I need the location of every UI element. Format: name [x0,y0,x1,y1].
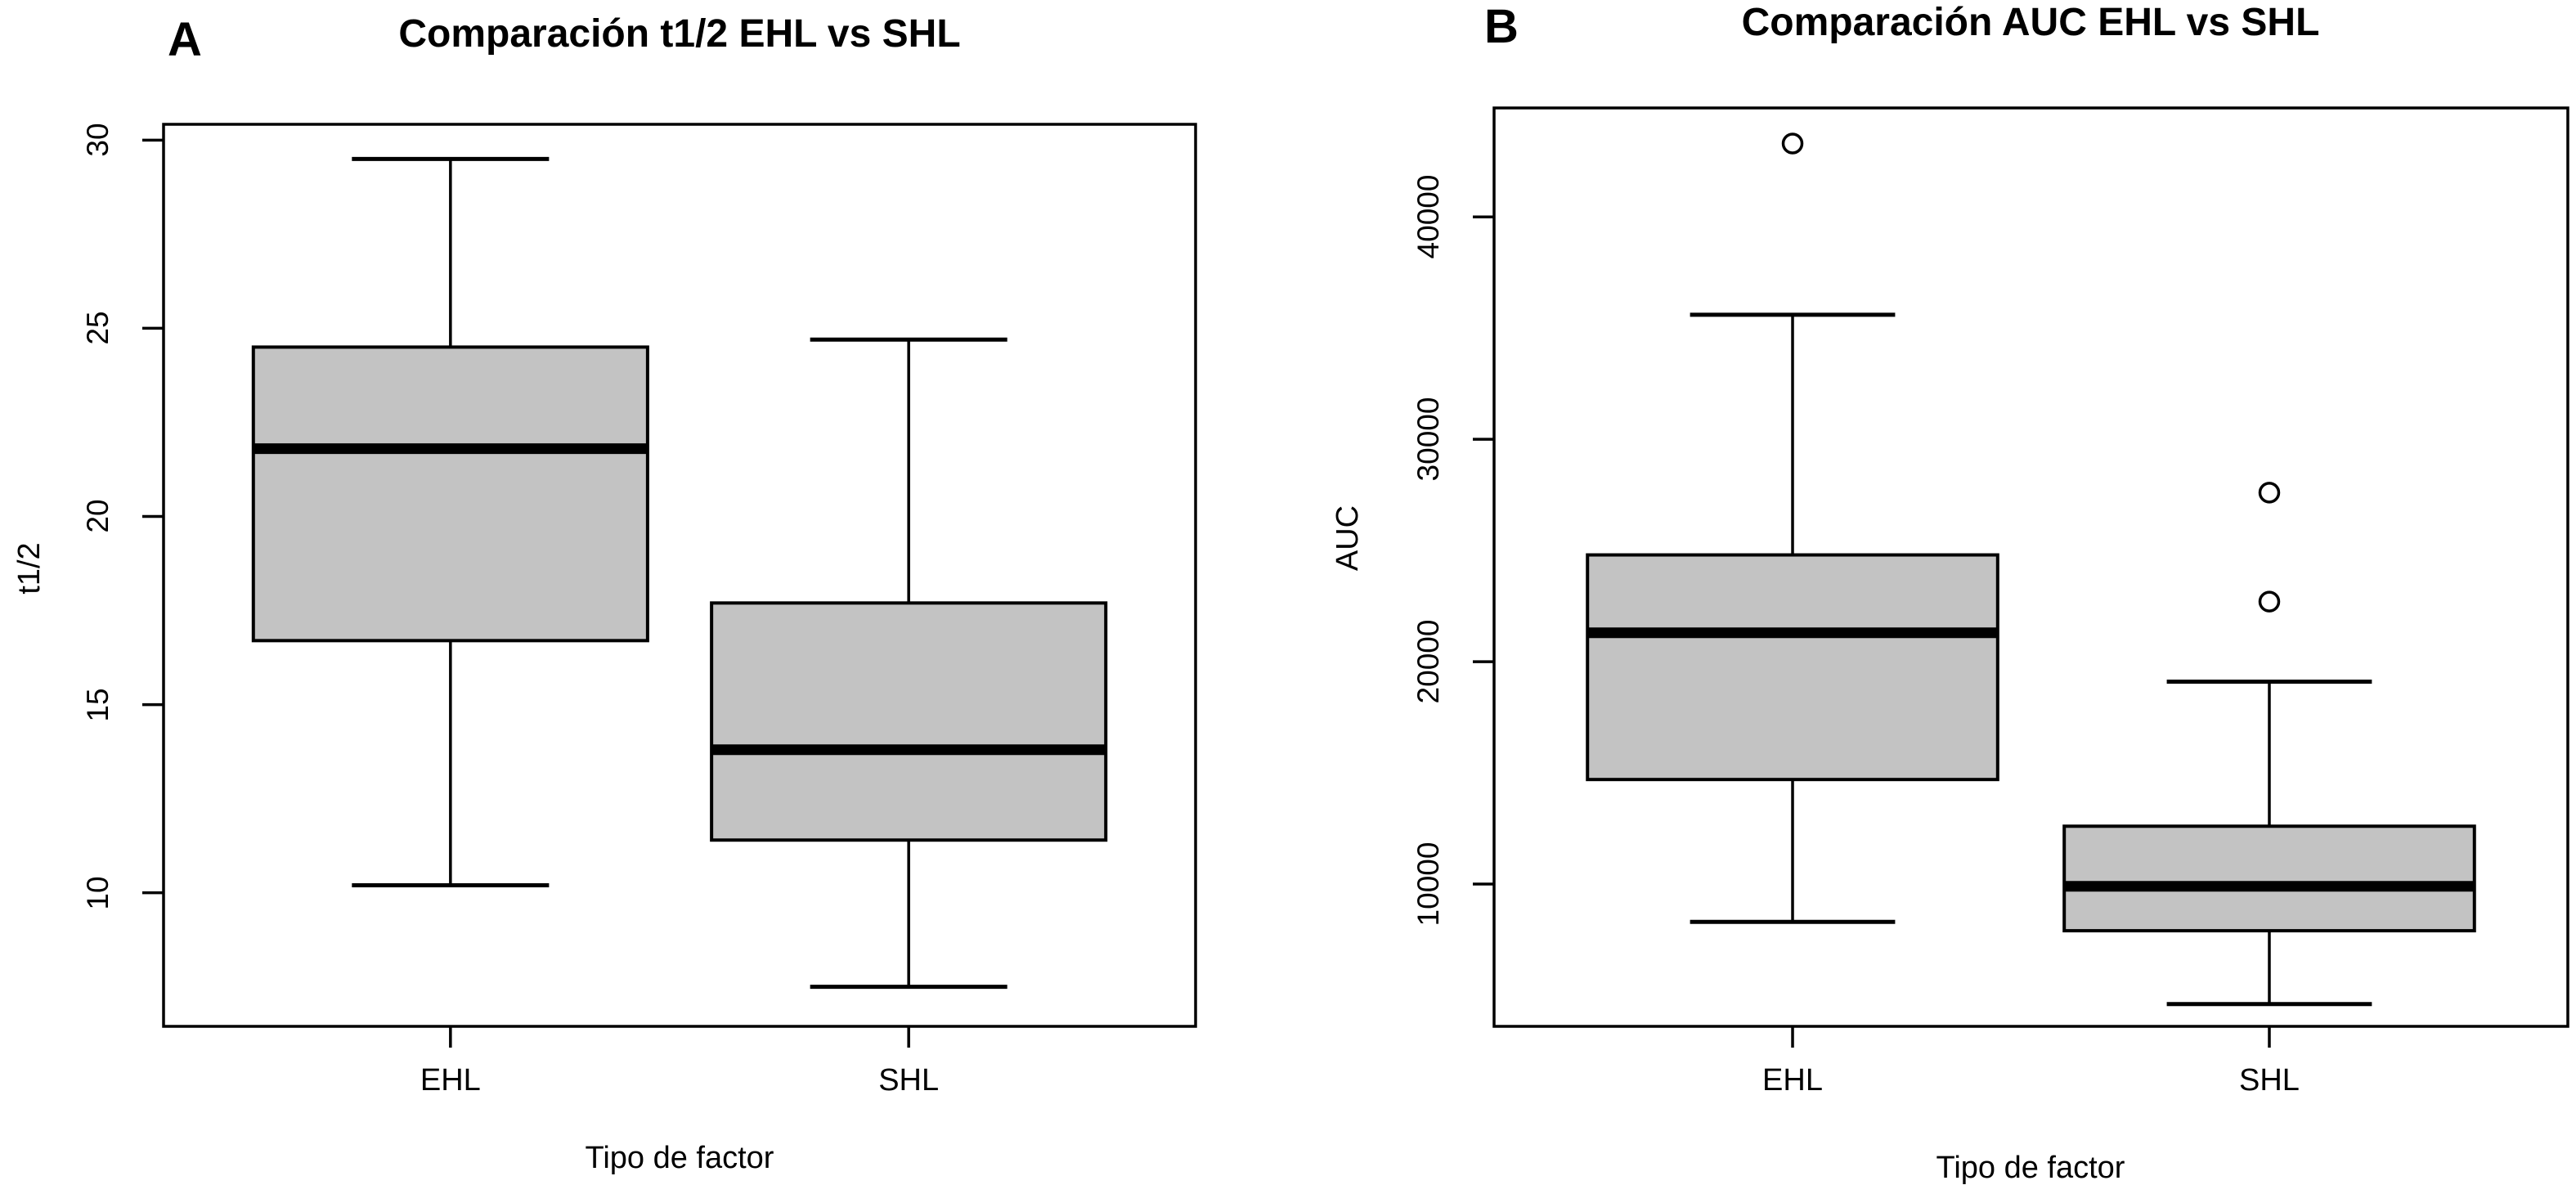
iqr-box-ehl [1586,553,1999,782]
y-tick-label: 30000 [1411,397,1445,482]
panel-a-y-axis-label: t1/2 [12,542,47,595]
y-tick-label: 30 [81,123,114,157]
plot-border [1492,106,2569,1028]
category-label-shl: SHL [2239,1063,2300,1098]
panel-a-title: Comparación t1/2 EHL vs SHL [398,12,961,56]
y-tick-label: 25 [81,311,114,345]
panel-b-y-axis-label: AUC [1331,505,1365,572]
outlier-point-shl [2258,590,2281,613]
panel-a-x-axis-label: Tipo de factor [585,1141,774,1175]
iqr-box-ehl [251,345,649,643]
panel-b-plot-canvas [1473,106,2569,1048]
category-label-shl: SHL [878,1063,940,1098]
outlier-point-shl [2258,482,2281,504]
y-tick-label: 20 [81,499,114,534]
plot-border [162,123,1197,1028]
y-tick-label: 20000 [1411,619,1445,704]
panel-b: B Comparación AUC EHL vs SHL AUC Tipo de… [1288,0,2576,1203]
y-tick-label: 40000 [1411,174,1445,259]
panel-b-title: Comparación AUC EHL vs SHL [1741,1,2320,44]
category-label-ehl: EHL [1762,1063,1823,1098]
panel-b-x-axis-label: Tipo de factor [1936,1151,2125,1185]
y-tick-label: 10000 [1411,842,1445,927]
category-label-ehl: EHL [420,1063,481,1098]
panel-a-plot-canvas [142,123,1197,1048]
panel-a-letter: A [168,13,202,66]
panel-b-letter: B [1484,0,1519,53]
iqr-box-shl [2062,824,2476,933]
y-tick-label: 15 [81,687,114,722]
panel-a: A Comparación t1/2 EHL vs SHL t1/2 Tipo … [12,12,1197,1175]
iqr-box-shl [710,601,1108,842]
outlier-point-ehl [1781,132,1804,155]
y-tick-label: 10 [81,876,114,910]
